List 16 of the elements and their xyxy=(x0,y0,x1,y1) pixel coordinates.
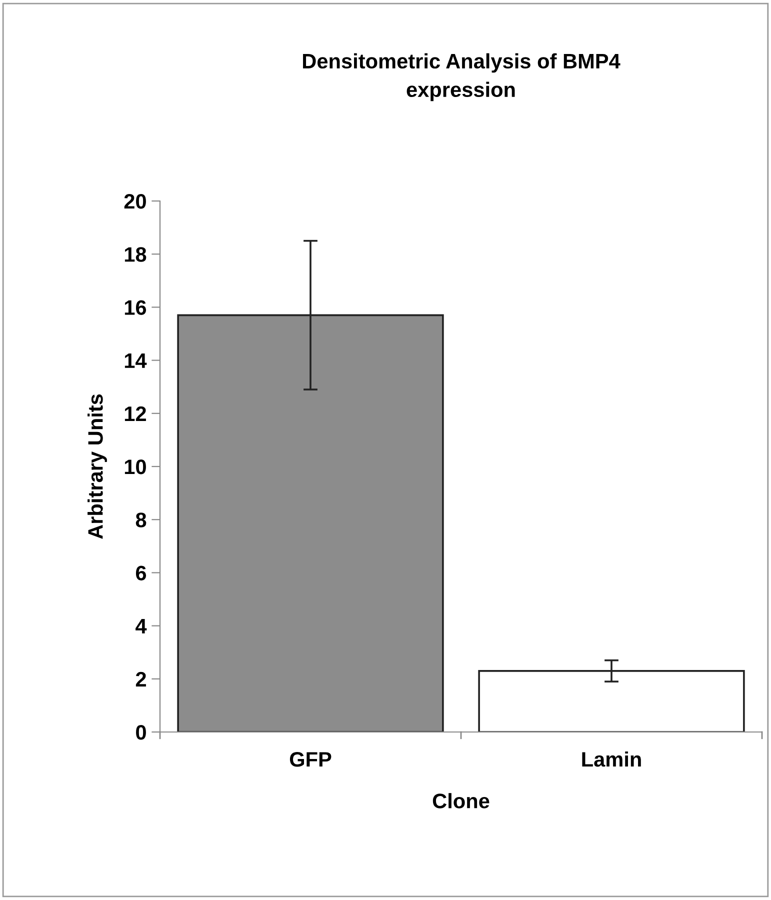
y-tick-label: 4 xyxy=(136,619,147,634)
y-tick-label: 12 xyxy=(124,406,146,421)
y-tick-label: 10 xyxy=(124,460,146,474)
y-tick-label: 16 xyxy=(124,300,146,315)
y-tick-label: 8 xyxy=(136,512,146,528)
chart-title: Densitometric Analysis of BMP4 expression xyxy=(303,53,620,102)
x-axis-title: Clone xyxy=(432,793,490,808)
y-axis-title: Arbitrary Units xyxy=(88,394,107,539)
y-tick-label: 20 xyxy=(124,194,146,209)
y-tick-label: 18 xyxy=(124,247,146,262)
y-tick-label: 14 xyxy=(124,354,147,368)
y-tick-label: 0 xyxy=(136,725,146,740)
y-tick-label: 6 xyxy=(136,566,146,580)
x-tick-label: Lamin xyxy=(582,751,641,767)
x-tick-label: GFP xyxy=(290,752,332,767)
y-tick-label: 2 xyxy=(136,672,146,686)
